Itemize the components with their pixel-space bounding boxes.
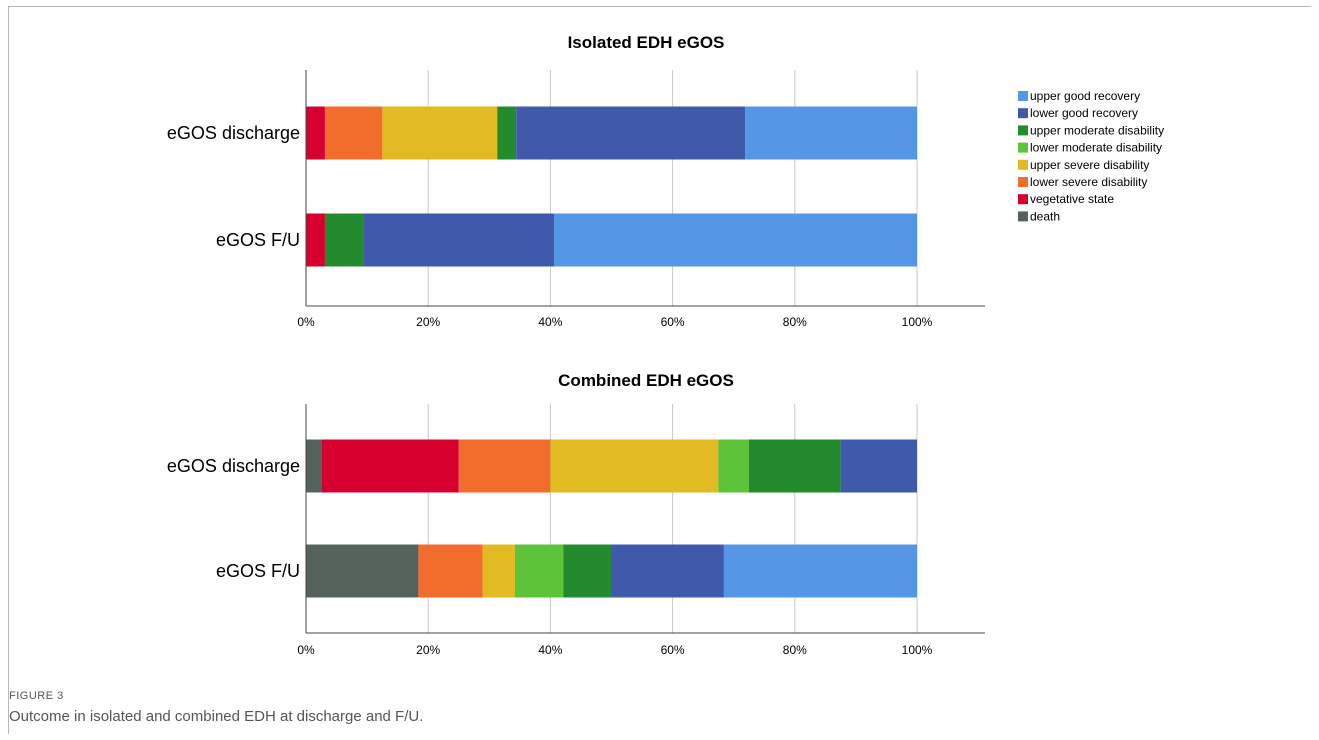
x-tick-label: 20% [416,315,440,329]
category-label: eGOS discharge [167,123,300,143]
x-tick-label: 40% [538,643,562,657]
bar-segment-upper-severe-disability [550,439,719,493]
x-tick-label: 0% [297,315,315,329]
category-label: eGOS F/U [216,230,300,250]
legend-label: lower severe disability [1030,175,1147,189]
x-tick-label: 60% [661,643,685,657]
x-tick-label: 100% [902,315,933,329]
bar-segment-upper-moderate-disability [748,439,841,493]
isolated-edh-chart: Isolated EDH eGOS eGOS discharge eGOS F/U 0… [167,33,985,329]
legend-swatch [1018,194,1028,205]
figure-frame [8,6,1311,734]
category-label: eGOS discharge [167,456,300,476]
bar-segment-lower-moderate-disability [718,439,749,493]
figure-label: FIGURE 3 [9,690,64,702]
bar-segment-death [306,544,419,598]
legend-label: lower moderate disability [1030,141,1162,155]
legend-label: vegetative state [1030,192,1114,206]
legend-swatch [1018,125,1028,136]
bar-segment-lower-severe-disability [458,439,551,493]
bar-segment-lower-severe-disability [324,106,383,160]
bar-segment-upper-severe-disability [382,106,498,160]
bar-segment-upper-severe-disability [482,544,515,598]
bar-segment-upper-good-recovery [723,544,917,598]
x-tick-label: 100% [902,643,933,657]
bar-segment-upper-good-recovery [554,213,917,267]
chart-title: Isolated EDH eGOS [568,33,725,52]
figure-charts: Isolated EDH eGOS eGOS discharge eGOS F/U 0… [167,33,1164,657]
legend-label: upper good recovery [1030,89,1140,103]
legend-swatch [1018,91,1028,101]
legend-swatch [1018,177,1028,187]
bar-segment-death [306,439,322,493]
legend-label: upper severe disability [1030,158,1149,172]
bar-segment-vegetative-state [306,106,325,160]
legend: upper good recovery lower good recovery up… [1018,89,1164,223]
bar-segment-upper-moderate-disability [563,544,612,598]
x-tick-label: 80% [783,315,807,329]
bar-segment-lower-good-recovery [611,544,724,598]
bar-segment-lower-good-recovery [840,439,917,493]
legend-swatch [1018,108,1028,119]
bar-segment-lower-severe-disability [418,544,483,598]
combined-edh-chart: Combined EDH eGOS eGOS discharge eGOS F/U 0… [167,371,985,657]
bar-segment-lower-good-recovery [363,213,555,267]
legend-label: upper moderate disability [1030,123,1164,137]
legend-swatch [1018,159,1028,170]
x-tick-label: 20% [416,643,440,657]
figure-caption: Outcome in isolated and combined EDH at … [9,708,424,725]
bar-segment-lower-good-recovery [516,106,746,160]
x-tick-label: 0% [297,643,315,657]
x-tick-label: 60% [661,315,685,329]
legend-label: death [1030,209,1060,223]
bar-segment-upper-moderate-disability [497,106,517,160]
x-tick-label: 40% [538,315,562,329]
bar-segment-vegetative-state [306,213,325,267]
legend-swatch [1018,142,1028,153]
category-label: eGOS F/U [216,561,300,581]
legend-label: lower good recovery [1030,106,1138,120]
legend-swatch [1018,211,1028,222]
x-tick-label: 80% [783,643,807,657]
bar-segment-vegetative-state [321,439,459,493]
bar-segment-upper-good-recovery [745,106,917,160]
bar-segment-lower-moderate-disability [514,544,564,598]
bar-segment-upper-moderate-disability [324,213,364,267]
chart-title: Combined EDH eGOS [558,371,734,390]
